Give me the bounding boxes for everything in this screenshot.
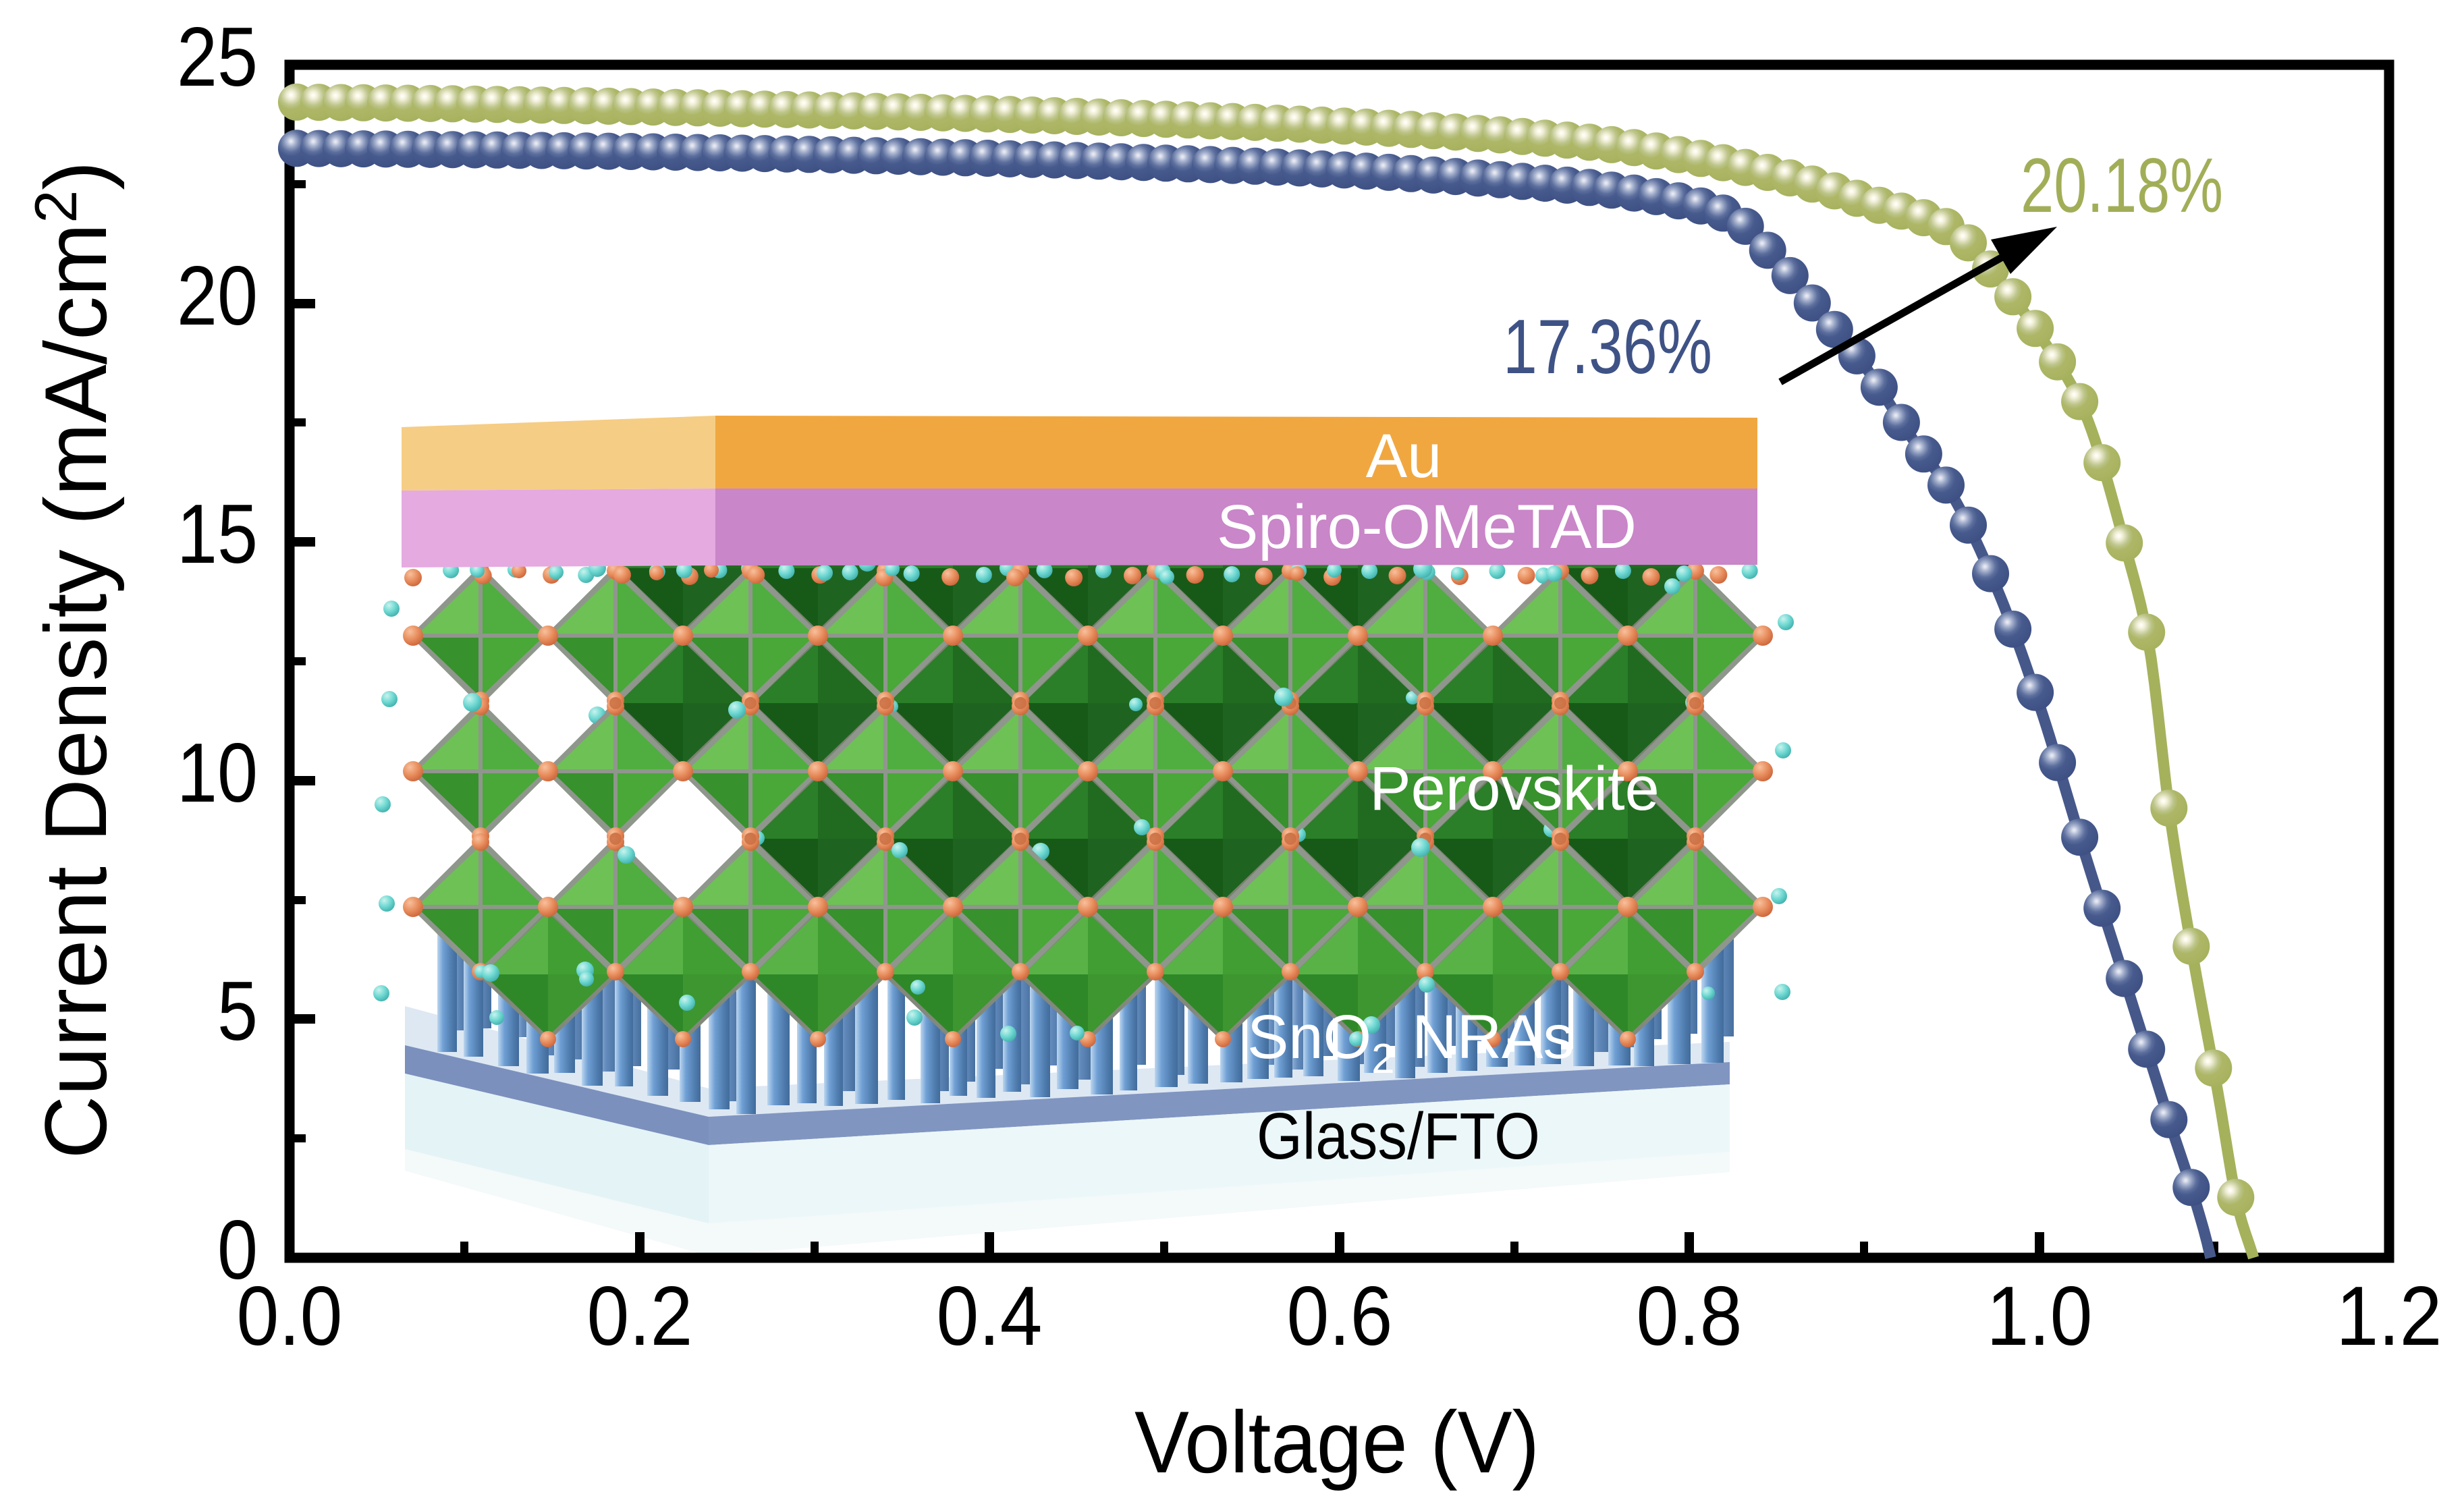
svg-text:0.0: 0.0 [237,1270,343,1363]
svg-text:Spiro-OMeTAD: Spiro-OMeTAD [1217,493,1637,561]
svg-text:20: 20 [177,250,258,343]
svg-text:SnO2 NRAs: SnO2 NRAs [1247,1003,1574,1082]
svg-text:Perovskite: Perovskite [1369,754,1660,823]
svg-text:0.4: 0.4 [937,1270,1043,1363]
svg-text:0: 0 [217,1204,258,1297]
svg-text:25: 25 [177,11,258,104]
svg-text:0.8: 0.8 [1637,1270,1743,1363]
svg-text:17.36%: 17.36% [1503,304,1712,390]
svg-text:10: 10 [177,727,258,820]
svg-text:0.2: 0.2 [587,1270,693,1363]
svg-text:1.0: 1.0 [1987,1270,2093,1363]
svg-text:15: 15 [177,488,258,581]
svg-text:1.2: 1.2 [2336,1270,2442,1363]
svg-text:Voltage (V): Voltage (V) [1134,1393,1539,1491]
svg-text:Glass/FTO: Glass/FTO [1257,1099,1540,1173]
svg-text:Au: Au [1366,422,1442,491]
svg-text:20.18%: 20.18% [2021,143,2223,229]
svg-text:Current Density (mA/cm2): Current Density (mA/cm2) [22,161,125,1159]
svg-text:5: 5 [217,965,258,1058]
svg-text:0.6: 0.6 [1287,1270,1393,1363]
